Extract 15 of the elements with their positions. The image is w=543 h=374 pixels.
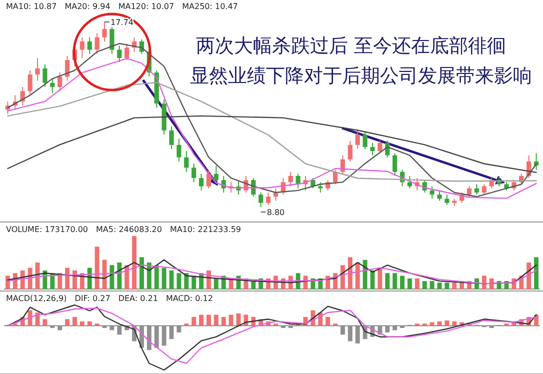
text: MA120: 10.07 — [118, 2, 174, 11]
annotation: 17.74 — [110, 18, 134, 27]
text: 8.80 — [266, 208, 285, 217]
text: MA20: 9.94 — [64, 2, 110, 11]
text: MA5: 246083.20 — [96, 225, 162, 234]
text: VOLUME: 173170.00 — [6, 225, 88, 234]
text: 两次大幅杀跌过后 至今还在底部徘徊 — [196, 35, 506, 57]
text: MACD(12,26,9) — [6, 294, 67, 303]
text: MA10: 10.87 — [6, 2, 57, 11]
text: MACD: 0.12 — [166, 294, 213, 303]
text: DEA: 0.21 — [118, 294, 158, 303]
text: MA10: 221233.59 — [170, 225, 242, 234]
text: MA250: 10.47 — [182, 2, 238, 11]
text: DIF: 0.27 — [74, 294, 110, 303]
text: 显然业绩下降对于后期公司发展带来影响 — [190, 65, 532, 87]
